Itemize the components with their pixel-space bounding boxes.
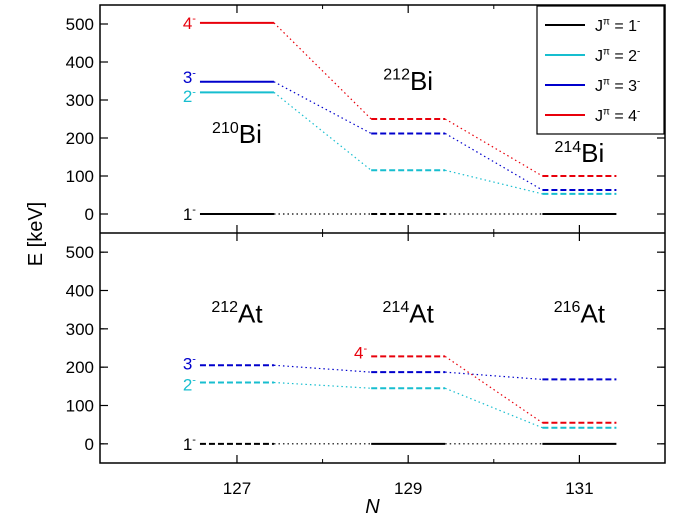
y-tick-label: 200 [66, 358, 94, 377]
connector-j2 [445, 169, 543, 195]
level-label-3: 3- [183, 67, 196, 87]
level-label-4-part-0: 4 [354, 344, 363, 363]
connector-j4 [444, 118, 543, 177]
nucleus-label-216At: 216At [554, 299, 606, 329]
nucleus-label-214At-part-1: At [409, 299, 434, 329]
x-tick-label: 129 [394, 479, 422, 498]
nucleus-label-216At-part-0: 216 [554, 299, 581, 316]
legend-entry-0-part-3: - [637, 17, 640, 28]
nucleus-label-212Bi: 212Bi [383, 66, 433, 96]
nucleus-label-212Bi-part-0: 212 [383, 67, 410, 84]
nucleus-label-212At-part-0: 212 [211, 299, 238, 316]
nucleus-label-212At: 212At [211, 299, 263, 329]
connector-j3 [273, 364, 372, 373]
y-tick-label: 400 [66, 53, 94, 72]
level-label-3-part-1: - [192, 354, 196, 366]
y-tick-label: 400 [66, 282, 94, 301]
y-tick-label: 0 [85, 205, 94, 224]
legend-box [536, 5, 665, 135]
level-label-1: 1- [183, 434, 196, 454]
legend-entry-3-part-0: J [595, 108, 603, 125]
legend-entry-3-part-2: = 4 [610, 108, 637, 125]
y-tick-label: 0 [85, 435, 94, 454]
legend-entry-0-part-0: J [595, 18, 603, 35]
level-label-3-part-1: - [192, 67, 196, 79]
plot-frame [99, 4, 666, 464]
y-tick-label: 100 [66, 167, 94, 186]
level-label-3: 3- [183, 354, 196, 374]
level-label-2-part-1: - [192, 86, 196, 98]
level-label-4-part-0: 4 [183, 14, 192, 33]
y-tick-label: 500 [66, 15, 94, 34]
y-axis-label: E [keV] [25, 202, 47, 266]
nucleus-label-216At-part-1: At [580, 299, 605, 329]
y-tick-label: 100 [66, 397, 94, 416]
level-label-4: 4- [354, 343, 367, 363]
nucleus-label-212Bi-part-1: Bi [410, 66, 433, 96]
x-axis-label: N [365, 496, 380, 518]
level-label-1-part-0: 1 [183, 205, 192, 224]
level-label-3-part-0: 3 [183, 354, 192, 373]
connector-j4 [273, 22, 372, 120]
y-tick-label: 300 [66, 91, 94, 110]
nucleus-label-212At-part-1: At [238, 299, 263, 329]
level-label-2-part-0: 2 [183, 375, 192, 394]
y-tick-label: 500 [66, 243, 94, 262]
legend-entry-2-part-3: - [637, 77, 640, 88]
connector-j2 [444, 387, 543, 429]
level-label-1-part-1: - [192, 204, 196, 216]
nucleus-label-210Bi-part-1: Bi [239, 119, 262, 149]
legend-entry-3-part-1: π [603, 107, 610, 118]
connector-j2 [273, 91, 372, 171]
legend-entry-2-part-1: π [603, 77, 610, 88]
level-label-3-part-0: 3 [183, 68, 192, 87]
connector-j2 [273, 381, 372, 389]
panel-at: 1-2-3- 4-212At 214At 216At [183, 299, 617, 454]
legend-entry-2-part-0: J [595, 78, 603, 95]
nucleus-label-210Bi: 210Bi [212, 119, 262, 149]
nucleus-label-214At: 214At [383, 299, 435, 329]
level-label-2-part-0: 2 [183, 87, 192, 106]
level-label-1: 1- [183, 204, 196, 224]
legend-entry-2: Jπ = 3- [595, 77, 640, 95]
legend-entry-3-part-3: - [637, 107, 640, 118]
legend-entry-1-part-2: = 2 [610, 48, 637, 65]
legend-entry-0-part-1: π [603, 17, 610, 28]
x-tick-label: 127 [223, 479, 251, 498]
legend-entry-2-part-2: = 3 [610, 78, 637, 95]
level-label-2-part-1: - [192, 375, 196, 387]
y-tick-label: 200 [66, 129, 94, 148]
y-tick-label: 300 [66, 320, 94, 339]
legend-entry-3: Jπ = 4- [595, 107, 640, 125]
level-label-2: 2- [183, 375, 196, 395]
nucleus-label-210Bi-part-0: 210 [212, 120, 239, 137]
plot-border [99, 4, 666, 464]
legend-entry-1-part-0: J [595, 48, 603, 65]
legend-entry-1-part-3: - [637, 47, 640, 58]
level-label-4-part-1: - [364, 343, 368, 355]
legend-entry-0: Jπ = 1- [595, 17, 640, 35]
level-label-1-part-0: 1 [183, 435, 192, 454]
level-label-4-part-1: - [192, 13, 196, 25]
legend-entry-1: Jπ = 2- [595, 47, 640, 65]
legend-entry-1-part-1: π [603, 47, 610, 58]
nucleus-label-214Bi: 214Bi [554, 138, 604, 168]
nucleus-label-214Bi-part-1: Bi [581, 138, 604, 168]
legend: Jπ = 1-Jπ = 2-Jπ = 3-Jπ = 4- [536, 5, 665, 135]
nucleus-label-214At-part-0: 214 [383, 299, 410, 316]
level-label-4: 4- [183, 13, 196, 33]
level-label-1-part-1: - [192, 434, 196, 446]
connector-j3 [445, 371, 543, 381]
x-tick-label: 131 [565, 479, 593, 498]
connector-j4 [444, 355, 543, 424]
level-label-2: 2- [183, 86, 196, 106]
nucleus-label-214Bi-part-0: 214 [554, 139, 581, 156]
connector-j3 [273, 81, 372, 134]
connector-j3 [444, 132, 543, 191]
legend-entry-0-part-2: = 1 [610, 18, 637, 35]
